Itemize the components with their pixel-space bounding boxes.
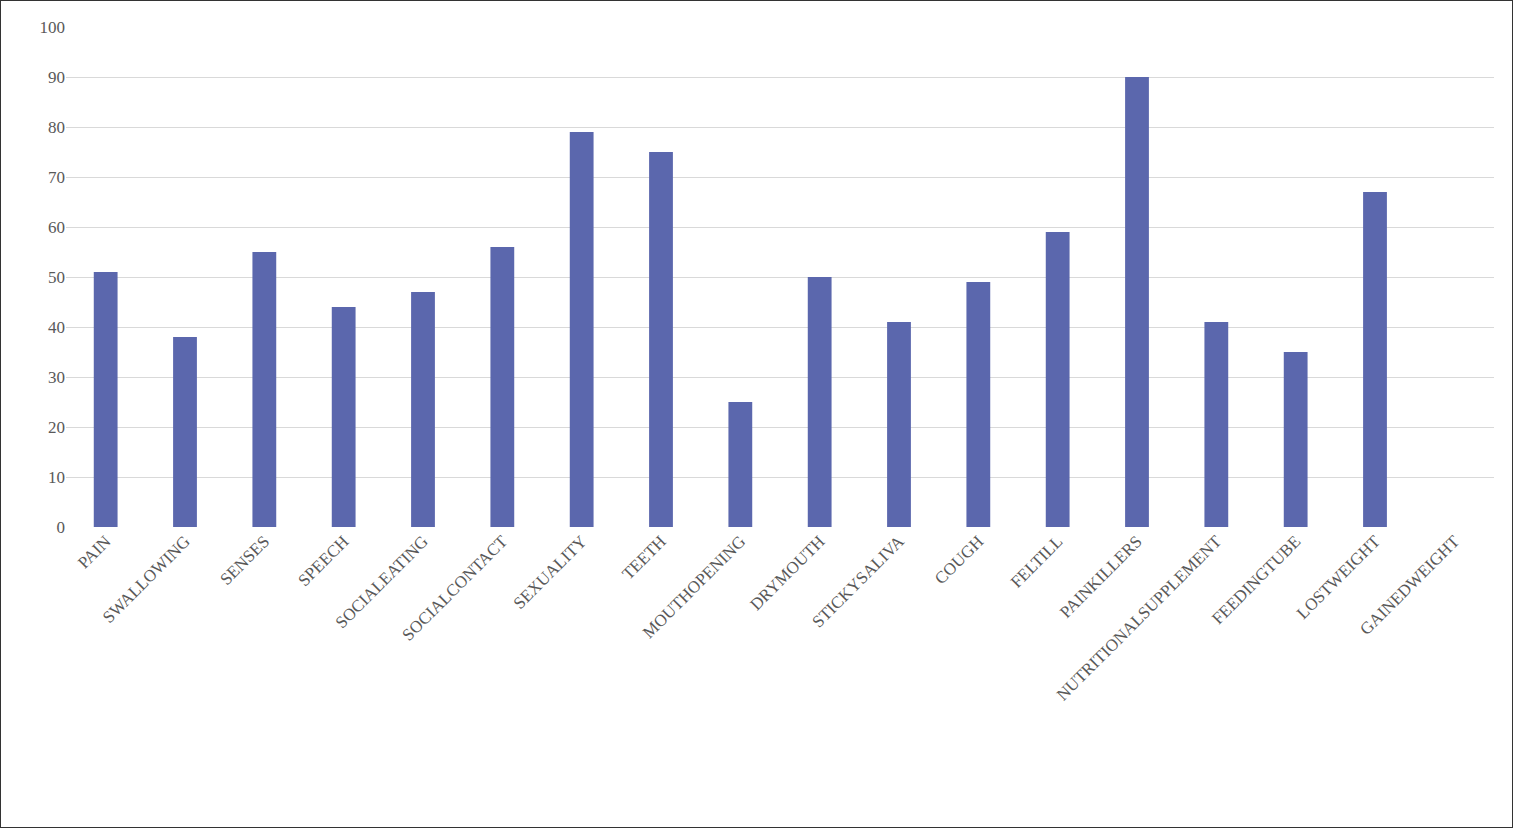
svg-text:70: 70 [48,168,65,187]
svg-text:DRYMOUTH: DRYMOUTH [746,532,828,614]
svg-text:COUGH: COUGH [931,532,987,588]
svg-text:SOCIALCONTACT: SOCIALCONTACT [399,531,512,644]
svg-text:60: 60 [48,218,65,237]
svg-text:SPEECH: SPEECH [294,532,352,590]
svg-text:GAINEDWEIGHT: GAINEDWEIGHT [1356,531,1463,638]
svg-text:0: 0 [57,518,66,537]
svg-text:20: 20 [48,418,65,437]
svg-text:TEETH: TEETH [618,532,669,583]
svg-text:FEEDINGTUBE: FEEDINGTUBE [1208,532,1304,628]
svg-text:40: 40 [48,318,65,337]
svg-text:SENSES: SENSES [216,532,273,589]
svg-text:PAIN: PAIN [74,532,114,572]
svg-text:MOUTHOPENING: MOUTHOPENING [639,532,749,642]
svg-text:100: 100 [40,18,66,37]
svg-text:SOCIALEATING: SOCIALEATING [332,532,432,632]
svg-text:NUTRITIONALSUPPLEMENT: NUTRITIONALSUPPLEMENT [1053,531,1226,704]
svg-text:SWALLOWING: SWALLOWING [99,532,194,627]
svg-text:10: 10 [48,468,65,487]
svg-text:SEXUALITY: SEXUALITY [510,532,591,613]
svg-text:LOSTWEIGHT: LOSTWEIGHT [1293,531,1384,622]
svg-text:FELTILL: FELTILL [1007,532,1067,592]
svg-text:STICKYSALIVA: STICKYSALIVA [808,531,908,631]
svg-text:30: 30 [48,368,65,387]
svg-text:90: 90 [48,68,65,87]
svg-text:50: 50 [48,268,65,287]
svg-text:PAINKILLERS: PAINKILLERS [1056,532,1146,622]
svg-text:80: 80 [48,118,65,137]
